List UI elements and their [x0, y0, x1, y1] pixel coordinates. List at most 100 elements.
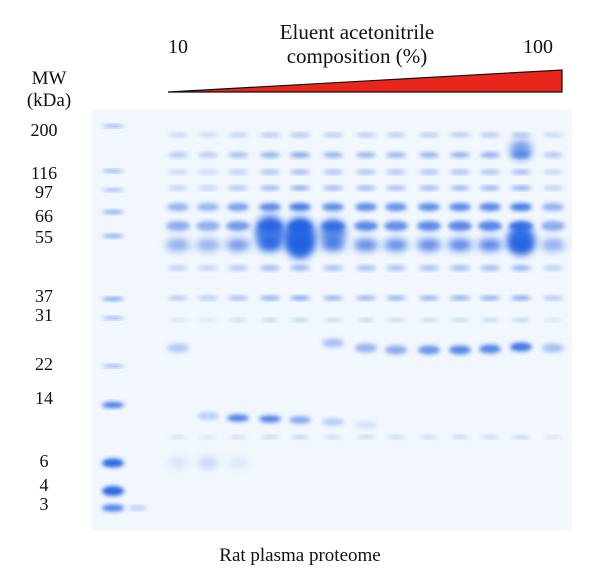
gel-band — [168, 458, 188, 468]
gel-band — [198, 458, 218, 468]
gel-band — [226, 221, 250, 231]
gel-band — [322, 418, 344, 426]
gel-band — [290, 296, 310, 300]
gel-band — [356, 133, 376, 137]
gel-band — [418, 345, 440, 355]
gel-band — [543, 296, 563, 300]
gel-band — [259, 203, 281, 211]
gel-band — [481, 318, 499, 322]
gel-band — [450, 296, 470, 300]
gel-band — [166, 239, 190, 251]
gel-band — [419, 186, 439, 190]
gel-band — [102, 458, 124, 468]
gel-band — [448, 221, 472, 231]
acetonitrile-gradient-wedge — [167, 69, 563, 93]
gel-band — [544, 435, 562, 439]
gel-band — [384, 221, 408, 231]
gel-band — [357, 318, 375, 322]
gel-band — [511, 133, 531, 137]
gel-band — [260, 296, 280, 300]
gel-band — [227, 203, 249, 211]
gel-band — [384, 239, 408, 251]
gel-band — [290, 170, 310, 174]
gel-band — [168, 133, 188, 137]
gel-band — [102, 364, 124, 368]
gel-band — [102, 188, 124, 192]
gel-band — [480, 296, 500, 300]
gradient-title-line1: Eluent acetonitrile — [279, 20, 435, 44]
gel-band — [323, 265, 343, 271]
gel-band — [480, 152, 500, 158]
gel-band — [228, 458, 248, 468]
mw-marker-label: 200 — [30, 120, 58, 140]
gel-band — [228, 186, 248, 190]
gel-band — [166, 221, 190, 231]
gel-band — [451, 435, 469, 439]
gel-band — [512, 435, 530, 439]
gel-band — [289, 203, 311, 211]
gel-band — [167, 203, 189, 211]
mw-marker-label: 14 — [35, 388, 53, 408]
gel-band — [102, 210, 124, 214]
mw-marker-label: 37 — [35, 286, 53, 306]
gel-band — [102, 169, 124, 173]
gel-band — [255, 215, 285, 249]
gel-band — [386, 265, 406, 271]
gel-band — [479, 203, 501, 211]
gel-band — [320, 219, 346, 245]
gel-band — [197, 412, 219, 420]
gel-band — [510, 342, 532, 352]
gel-band — [102, 504, 124, 512]
gel-band — [355, 343, 377, 353]
gel-band — [284, 217, 316, 259]
mw-marker-label: 31 — [35, 305, 53, 325]
gel-band — [479, 344, 501, 354]
gel-band — [511, 265, 531, 271]
gel-band — [544, 318, 562, 322]
gel-band — [228, 265, 248, 271]
gel-band — [102, 234, 124, 238]
gel-band — [419, 170, 439, 174]
mw-marker-label: 66 — [35, 206, 53, 226]
mw-marker-label: 4 — [39, 475, 49, 495]
gel-band — [322, 338, 344, 348]
gel-band — [228, 170, 248, 174]
gel-band — [385, 203, 407, 211]
gel-band — [387, 318, 405, 322]
mw-title-line2: (kDa) — [26, 90, 72, 111]
gel-band — [169, 435, 187, 439]
gel-band — [386, 152, 406, 158]
gel-band — [417, 221, 441, 231]
mw-marker-label: 116 — [30, 163, 58, 183]
gel-band — [322, 203, 344, 211]
gel-band — [324, 318, 342, 322]
gel-band — [226, 239, 250, 251]
gel-band — [450, 170, 470, 174]
gel-band — [450, 133, 470, 137]
gel-band — [199, 318, 217, 322]
gel-band — [419, 265, 439, 271]
gel-band — [478, 221, 502, 231]
gel-band — [168, 186, 188, 190]
gel-band — [357, 435, 375, 439]
gel-band — [323, 152, 343, 158]
gel-band — [418, 203, 440, 211]
gel-band — [419, 296, 439, 300]
gel-band — [228, 152, 248, 158]
gel-band — [323, 133, 343, 137]
gel-band — [196, 239, 220, 251]
gel-band — [510, 140, 532, 160]
gel-band — [198, 296, 218, 300]
gel-band — [543, 133, 563, 137]
gel-band — [543, 170, 563, 174]
gel-band — [507, 225, 535, 255]
gel-band — [291, 318, 309, 322]
gel-band — [480, 265, 500, 271]
gel-band — [261, 318, 279, 322]
gel-band — [324, 435, 342, 439]
gel-band — [291, 435, 309, 439]
gel-band — [355, 421, 377, 429]
gel-band — [481, 435, 499, 439]
